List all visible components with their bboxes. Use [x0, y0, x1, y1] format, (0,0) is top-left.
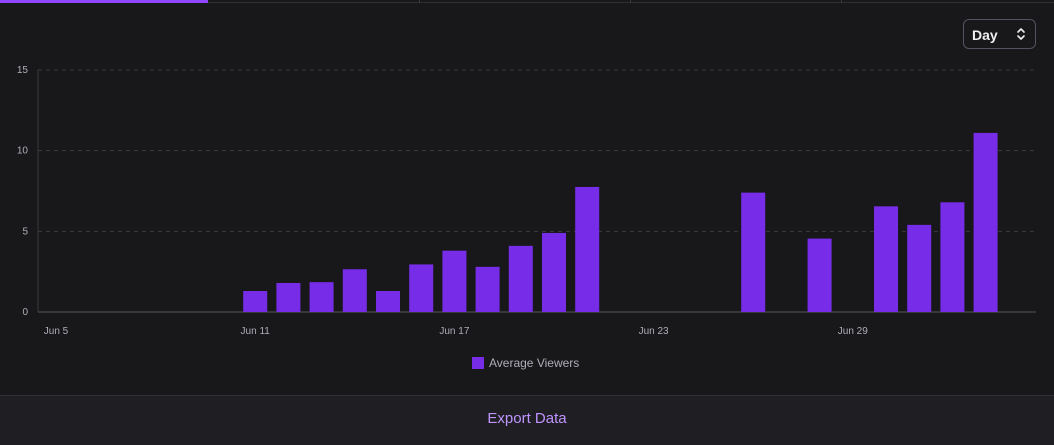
- y-tick-label: 10: [17, 146, 29, 157]
- bar: [243, 291, 268, 312]
- x-tick-label: Jun 29: [838, 326, 868, 337]
- tab-active-indicator[interactable]: [0, 0, 208, 3]
- x-tick-label: Jun 11: [241, 326, 271, 337]
- legend-label: Average Viewers: [489, 356, 579, 370]
- bar: [907, 224, 932, 312]
- bar: [508, 245, 533, 312]
- bar: [376, 291, 400, 312]
- bar: [442, 250, 467, 312]
- export-data-button[interactable]: Export Data: [487, 410, 567, 427]
- bar: [973, 132, 998, 312]
- bar: [409, 264, 434, 312]
- average-viewers-chart: 0 5 10 15 Jun 5 Jun 11 Jun 17 Jun 23 Jun 29 Avera…: [17, 65, 1036, 370]
- bar: [342, 269, 367, 312]
- tab-divider: [841, 0, 842, 3]
- y-tick-label: 5: [22, 226, 28, 237]
- bar: [542, 232, 566, 312]
- up-down-chevron-icon: [1017, 28, 1025, 40]
- footer: Export Data: [0, 395, 1054, 445]
- y-tick-label: 0: [22, 307, 28, 318]
- bar: [475, 266, 500, 312]
- x-tick-label: Jun 23: [639, 326, 669, 337]
- bar: [309, 282, 334, 312]
- bar: [575, 186, 600, 312]
- x-tick-label: Jun 5: [44, 326, 69, 337]
- bar: [940, 202, 965, 312]
- period-select-value: Day: [972, 27, 998, 43]
- tab-bar: [0, 0, 1054, 3]
- period-select[interactable]: Day: [963, 19, 1036, 49]
- bar: [741, 192, 766, 312]
- bar: [874, 206, 898, 312]
- legend-swatch: [472, 357, 484, 369]
- tab-rule: [208, 2, 1054, 3]
- tab-divider: [630, 0, 631, 3]
- tab-divider: [419, 0, 420, 3]
- bar: [276, 282, 301, 312]
- y-tick-label: 15: [17, 65, 29, 76]
- x-tick-label: Jun 17: [439, 326, 469, 337]
- bar: [807, 238, 832, 312]
